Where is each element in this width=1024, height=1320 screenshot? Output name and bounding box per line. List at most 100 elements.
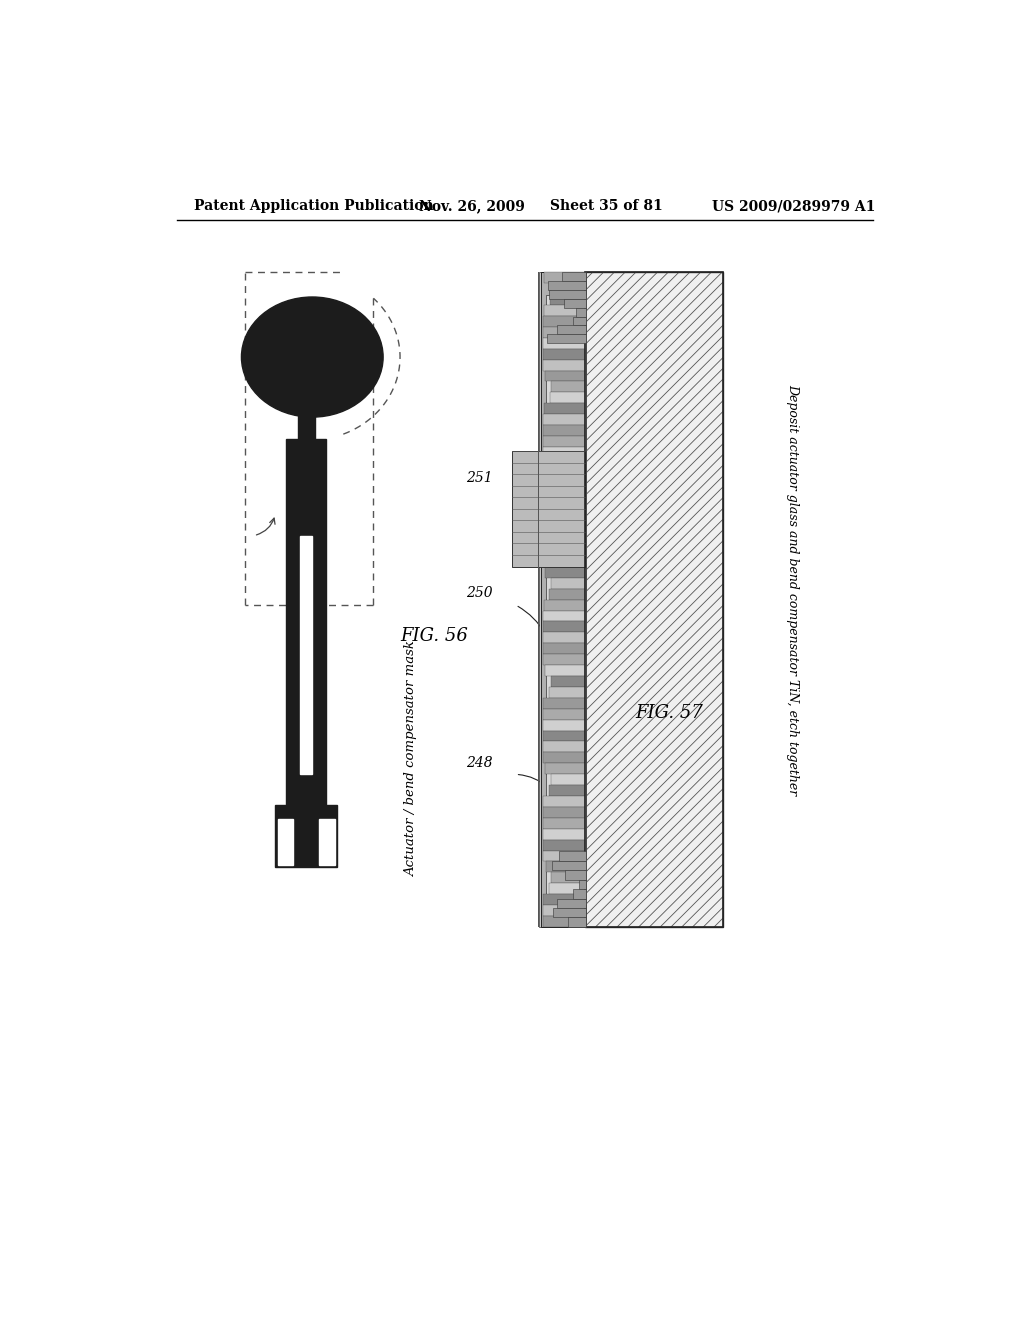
- Bar: [550, 392, 585, 404]
- Bar: [577, 308, 587, 317]
- Bar: [557, 326, 587, 334]
- Bar: [562, 272, 587, 281]
- Bar: [543, 807, 585, 818]
- Bar: [543, 545, 585, 556]
- Bar: [573, 890, 587, 899]
- Bar: [552, 861, 587, 870]
- Bar: [300, 536, 312, 775]
- Bar: [543, 818, 585, 829]
- Bar: [551, 774, 585, 785]
- Bar: [543, 523, 585, 535]
- Bar: [544, 894, 585, 906]
- Bar: [543, 742, 585, 752]
- Bar: [543, 556, 585, 566]
- Bar: [543, 338, 585, 348]
- Bar: [543, 327, 585, 338]
- Bar: [543, 458, 585, 469]
- Bar: [543, 425, 585, 436]
- Bar: [556, 899, 587, 908]
- Bar: [543, 535, 585, 545]
- Text: 250: 250: [466, 586, 493, 601]
- Bar: [543, 730, 585, 742]
- Bar: [543, 709, 585, 719]
- Bar: [550, 491, 585, 502]
- Bar: [559, 851, 587, 861]
- Bar: [319, 818, 335, 866]
- Bar: [551, 381, 585, 392]
- Bar: [543, 436, 585, 447]
- Bar: [579, 879, 587, 890]
- Bar: [545, 469, 585, 479]
- Bar: [541, 272, 587, 927]
- Bar: [564, 298, 587, 308]
- Bar: [545, 665, 585, 676]
- Bar: [544, 698, 585, 709]
- Bar: [550, 294, 585, 305]
- Text: FIG. 56: FIG. 56: [400, 627, 468, 644]
- Bar: [551, 873, 585, 883]
- Bar: [543, 752, 585, 763]
- Bar: [553, 908, 587, 917]
- Bar: [546, 763, 585, 774]
- Bar: [551, 578, 585, 589]
- Bar: [549, 785, 585, 796]
- Bar: [538, 272, 540, 927]
- Bar: [551, 479, 585, 491]
- Text: Patent Application Publication: Patent Application Publication: [194, 199, 433, 213]
- Bar: [543, 906, 585, 916]
- Bar: [543, 611, 585, 622]
- Bar: [278, 818, 293, 866]
- Bar: [543, 348, 585, 359]
- Bar: [549, 686, 585, 698]
- Bar: [543, 512, 585, 523]
- Bar: [548, 281, 587, 290]
- Bar: [545, 566, 585, 578]
- Bar: [543, 632, 585, 643]
- Bar: [585, 272, 724, 927]
- Bar: [549, 290, 587, 298]
- Bar: [549, 589, 585, 599]
- Bar: [539, 272, 547, 927]
- Ellipse shape: [242, 297, 383, 417]
- Text: US 2009/0289979 A1: US 2009/0289979 A1: [712, 199, 876, 213]
- Bar: [543, 655, 585, 665]
- Bar: [543, 359, 585, 371]
- Bar: [543, 643, 585, 655]
- Bar: [543, 850, 585, 862]
- Bar: [585, 272, 724, 927]
- Bar: [543, 447, 585, 458]
- Bar: [565, 870, 587, 879]
- Bar: [547, 334, 587, 343]
- Bar: [543, 622, 585, 632]
- Text: 251: 251: [466, 471, 493, 484]
- Text: Actuator / bend compensator mask: Actuator / bend compensator mask: [406, 642, 418, 876]
- Bar: [543, 840, 585, 850]
- Bar: [543, 414, 585, 425]
- Bar: [568, 917, 587, 927]
- Bar: [545, 371, 585, 381]
- Text: Sheet 35 of 81: Sheet 35 of 81: [550, 199, 663, 213]
- Bar: [544, 404, 585, 414]
- Bar: [572, 317, 587, 326]
- Bar: [544, 305, 585, 315]
- Text: FIG. 57: FIG. 57: [636, 704, 703, 722]
- Bar: [547, 296, 586, 904]
- Bar: [546, 862, 585, 873]
- Bar: [543, 315, 585, 327]
- Text: Nov. 26, 2009: Nov. 26, 2009: [419, 199, 525, 213]
- Bar: [549, 883, 585, 894]
- Text: 248: 248: [466, 756, 493, 770]
- Bar: [544, 599, 585, 611]
- Bar: [543, 719, 585, 730]
- Bar: [512, 451, 585, 566]
- Bar: [551, 676, 585, 686]
- Bar: [543, 829, 585, 840]
- Bar: [298, 411, 314, 440]
- Bar: [275, 805, 337, 867]
- Bar: [551, 284, 585, 294]
- Bar: [544, 796, 585, 807]
- Bar: [286, 440, 326, 805]
- Text: Deposit actuator glass and bend compensator TiN, etch together: Deposit actuator glass and bend compensa…: [786, 384, 800, 795]
- Bar: [545, 272, 585, 284]
- Bar: [543, 916, 585, 927]
